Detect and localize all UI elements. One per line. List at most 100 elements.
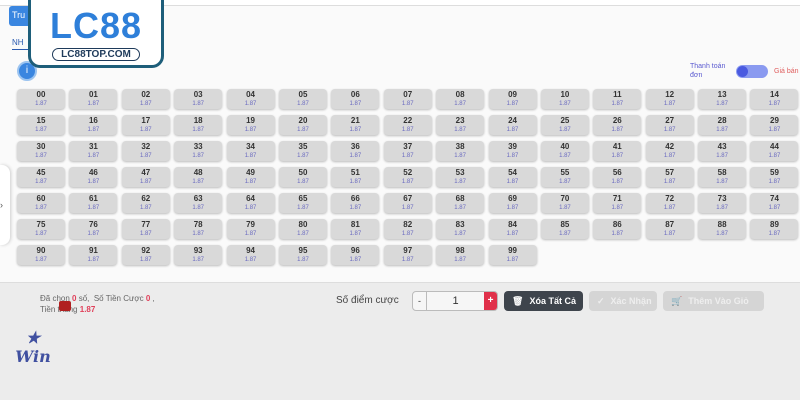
number-cell-78[interactable]: 78 1.87 bbox=[174, 219, 223, 239]
number-cell-77[interactable]: 77 1.87 bbox=[121, 219, 170, 239]
number-cell-01[interactable]: 01 1.87 bbox=[69, 89, 118, 109]
number-cell-63[interactable]: 63 1.87 bbox=[174, 193, 223, 213]
number-cell-54[interactable]: 54 1.87 bbox=[488, 167, 537, 187]
number-cell-07[interactable]: 07 1.87 bbox=[383, 89, 432, 109]
number-cell-89[interactable]: 89 1.87 bbox=[750, 219, 799, 239]
number-cell-60[interactable]: 60 1.87 bbox=[17, 193, 65, 213]
number-cell-29[interactable]: 29 1.87 bbox=[750, 115, 799, 135]
number-cell-94[interactable]: 94 1.87 bbox=[226, 245, 275, 265]
clear-all-button[interactable]: 🗑 Xóa Tất Cả bbox=[504, 291, 583, 311]
number-cell-53[interactable]: 53 1.87 bbox=[436, 167, 485, 187]
number-cell-83[interactable]: 83 1.87 bbox=[436, 219, 485, 239]
number-cell-48[interactable]: 48 1.87 bbox=[174, 167, 223, 187]
number-cell-55[interactable]: 55 1.87 bbox=[540, 167, 589, 187]
number-cell-10[interactable]: 10 1.87 bbox=[540, 89, 589, 109]
number-cell-13[interactable]: 13 1.87 bbox=[698, 89, 747, 109]
number-cell-19[interactable]: 19 1.87 bbox=[226, 115, 275, 135]
number-cell-26[interactable]: 26 1.87 bbox=[593, 115, 642, 135]
number-cell-33[interactable]: 33 1.87 bbox=[174, 141, 223, 161]
number-cell-16[interactable]: 16 1.87 bbox=[69, 115, 118, 135]
number-cell-74[interactable]: 74 1.87 bbox=[750, 193, 799, 213]
number-cell-59[interactable]: 59 1.87 bbox=[750, 167, 799, 187]
number-cell-44[interactable]: 44 1.87 bbox=[750, 141, 799, 161]
number-cell-03[interactable]: 03 1.87 bbox=[174, 89, 223, 109]
number-cell-14[interactable]: 14 1.87 bbox=[750, 89, 799, 109]
stake-input[interactable]: 1 bbox=[452, 295, 459, 307]
number-cell-88[interactable]: 88 1.87 bbox=[698, 219, 747, 239]
number-cell-47[interactable]: 47 1.87 bbox=[121, 167, 170, 187]
info-icon[interactable]: i bbox=[17, 61, 37, 81]
number-cell-09[interactable]: 09 1.87 bbox=[488, 89, 537, 109]
number-cell-84[interactable]: 84 1.87 bbox=[488, 219, 537, 239]
number-cell-86[interactable]: 86 1.87 bbox=[593, 219, 642, 239]
confirm-button[interactable]: ✓ Xác Nhận bbox=[589, 291, 657, 311]
number-cell-73[interactable]: 73 1.87 bbox=[698, 193, 747, 213]
number-cell-35[interactable]: 35 1.87 bbox=[278, 141, 327, 161]
number-cell-20[interactable]: 20 1.87 bbox=[278, 115, 327, 135]
number-cell-27[interactable]: 27 1.87 bbox=[645, 115, 694, 135]
number-cell-02[interactable]: 02 1.87 bbox=[121, 89, 170, 109]
number-cell-56[interactable]: 56 1.87 bbox=[593, 167, 642, 187]
number-cell-62[interactable]: 62 1.87 bbox=[121, 193, 170, 213]
number-cell-91[interactable]: 91 1.87 bbox=[69, 245, 118, 265]
increment-button[interactable]: + bbox=[484, 292, 497, 310]
number-cell-30[interactable]: 30 1.87 bbox=[17, 141, 65, 161]
decrement-button[interactable]: - bbox=[413, 292, 427, 310]
number-cell-37[interactable]: 37 1.87 bbox=[383, 141, 432, 161]
number-cell-96[interactable]: 96 1.87 bbox=[331, 245, 380, 265]
number-cell-36[interactable]: 36 1.87 bbox=[331, 141, 380, 161]
number-cell-85[interactable]: 85 1.87 bbox=[540, 219, 589, 239]
number-cell-92[interactable]: 92 1.87 bbox=[121, 245, 170, 265]
number-cell-99[interactable]: 99 1.87 bbox=[488, 245, 537, 265]
number-cell-87[interactable]: 87 1.87 bbox=[645, 219, 694, 239]
number-cell-04[interactable]: 04 1.87 bbox=[226, 89, 275, 109]
number-cell-66[interactable]: 66 1.87 bbox=[331, 193, 380, 213]
number-cell-72[interactable]: 72 1.87 bbox=[645, 193, 694, 213]
number-cell-46[interactable]: 46 1.87 bbox=[69, 167, 118, 187]
number-cell-42[interactable]: 42 1.87 bbox=[645, 141, 694, 161]
number-cell-80[interactable]: 80 1.87 bbox=[278, 219, 327, 239]
number-cell-97[interactable]: 97 1.87 bbox=[383, 245, 432, 265]
payment-toggle[interactable] bbox=[736, 64, 768, 78]
number-cell-15[interactable]: 15 1.87 bbox=[17, 115, 65, 135]
number-cell-06[interactable]: 06 1.87 bbox=[331, 89, 380, 109]
number-cell-67[interactable]: 67 1.87 bbox=[383, 193, 432, 213]
number-cell-23[interactable]: 23 1.87 bbox=[436, 115, 485, 135]
number-cell-68[interactable]: 68 1.87 bbox=[436, 193, 485, 213]
number-cell-90[interactable]: 90 1.87 bbox=[17, 245, 65, 265]
number-cell-58[interactable]: 58 1.87 bbox=[698, 167, 747, 187]
number-cell-24[interactable]: 24 1.87 bbox=[488, 115, 537, 135]
number-cell-65[interactable]: 65 1.87 bbox=[278, 193, 327, 213]
number-cell-61[interactable]: 61 1.87 bbox=[69, 193, 118, 213]
subtab[interactable]: NH bbox=[12, 38, 42, 50]
number-cell-18[interactable]: 18 1.87 bbox=[174, 115, 223, 135]
number-cell-69[interactable]: 69 1.87 bbox=[488, 193, 537, 213]
number-cell-31[interactable]: 31 1.87 bbox=[69, 141, 118, 161]
number-cell-51[interactable]: 51 1.87 bbox=[331, 167, 380, 187]
number-cell-22[interactable]: 22 1.87 bbox=[383, 115, 432, 135]
number-cell-45[interactable]: 45 1.87 bbox=[17, 167, 65, 187]
number-cell-39[interactable]: 39 1.87 bbox=[488, 141, 537, 161]
add-to-cart-button[interactable]: 🛒 Thêm Vào Giỏ bbox=[663, 291, 764, 311]
number-cell-17[interactable]: 17 1.87 bbox=[121, 115, 170, 135]
number-cell-38[interactable]: 38 1.87 bbox=[436, 141, 485, 161]
number-cell-82[interactable]: 82 1.87 bbox=[383, 219, 432, 239]
number-cell-34[interactable]: 34 1.87 bbox=[226, 141, 275, 161]
number-cell-76[interactable]: 76 1.87 bbox=[69, 219, 118, 239]
number-cell-11[interactable]: 11 1.87 bbox=[593, 89, 642, 109]
number-cell-32[interactable]: 32 1.87 bbox=[121, 141, 170, 161]
number-cell-08[interactable]: 08 1.87 bbox=[436, 89, 485, 109]
number-cell-43[interactable]: 43 1.87 bbox=[698, 141, 747, 161]
number-cell-05[interactable]: 05 1.87 bbox=[278, 89, 327, 109]
number-cell-95[interactable]: 95 1.87 bbox=[278, 245, 327, 265]
number-cell-57[interactable]: 57 1.87 bbox=[645, 167, 694, 187]
number-cell-75[interactable]: 75 1.87 bbox=[17, 219, 65, 239]
number-cell-50[interactable]: 50 1.87 bbox=[278, 167, 327, 187]
number-cell-49[interactable]: 49 1.87 bbox=[226, 167, 275, 187]
number-cell-52[interactable]: 52 1.87 bbox=[383, 167, 432, 187]
number-cell-81[interactable]: 81 1.87 bbox=[331, 219, 380, 239]
number-cell-12[interactable]: 12 1.87 bbox=[645, 89, 694, 109]
number-cell-71[interactable]: 71 1.87 bbox=[593, 193, 642, 213]
number-cell-21[interactable]: 21 1.87 bbox=[331, 115, 380, 135]
number-cell-98[interactable]: 98 1.87 bbox=[436, 245, 485, 265]
